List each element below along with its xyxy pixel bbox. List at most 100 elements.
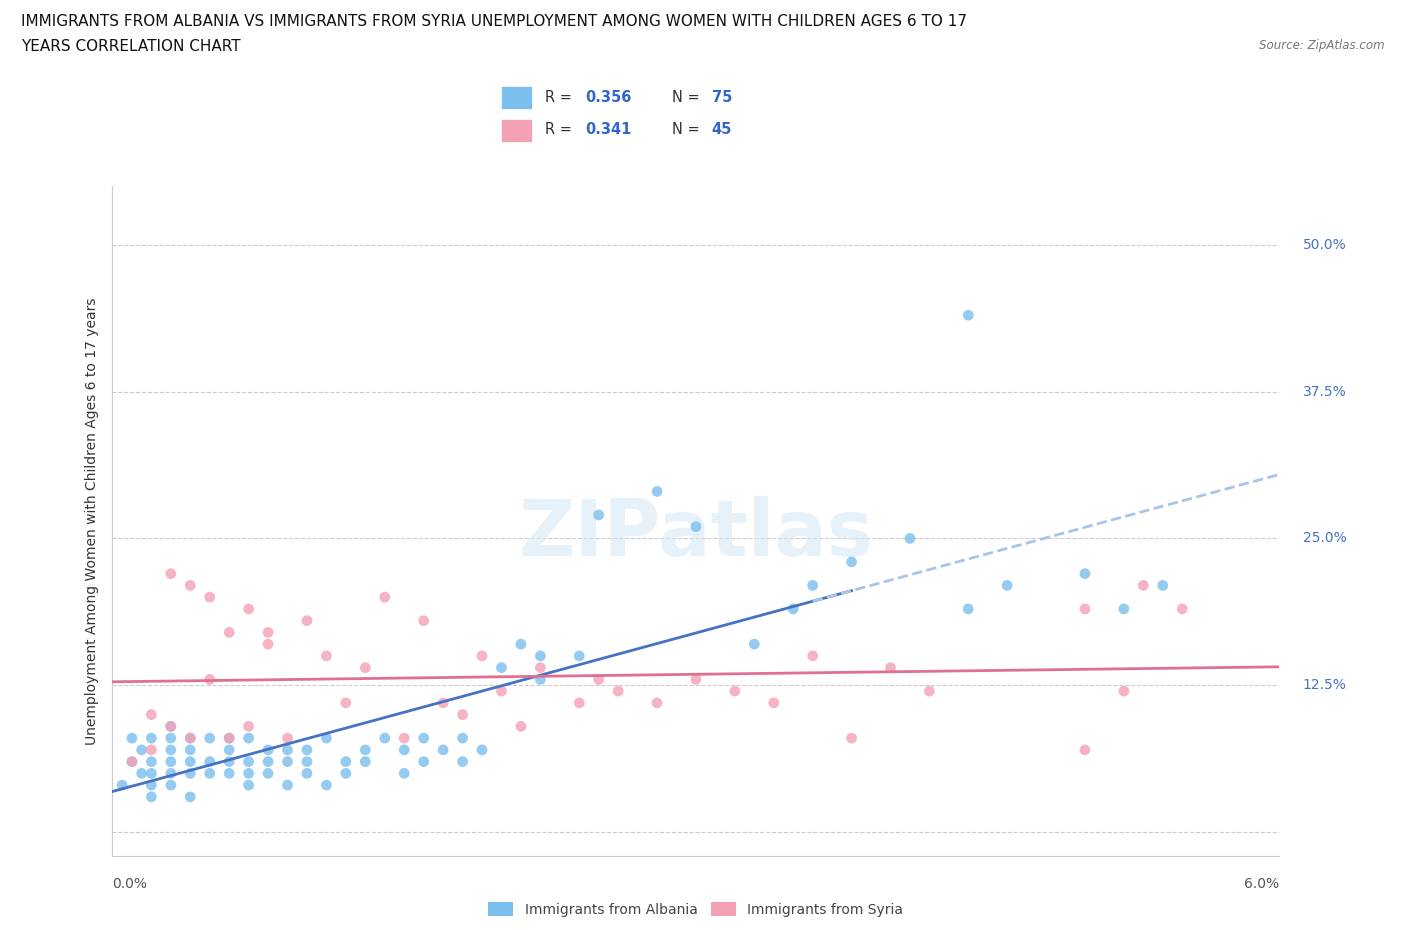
Point [491, 684, 513, 698]
Point [131, 766, 153, 781]
Point [529, 660, 551, 675]
Point [451, 754, 474, 769]
Text: 45: 45 [711, 123, 733, 138]
Point [315, 731, 337, 746]
Point [141, 731, 163, 746]
Point [295, 766, 318, 781]
Point [392, 742, 416, 757]
Point [471, 648, 494, 663]
Point [354, 754, 377, 769]
Point [957, 308, 980, 323]
Point [1132, 578, 1154, 592]
Point [160, 731, 183, 746]
Point [276, 742, 298, 757]
Point [451, 731, 474, 746]
Point [257, 754, 280, 769]
Text: R =: R = [544, 123, 576, 138]
Point [218, 754, 240, 769]
Text: 75: 75 [711, 89, 733, 105]
Point [1074, 602, 1097, 617]
Point [801, 578, 824, 592]
Y-axis label: Unemployment Among Women with Children Ages 6 to 17 years: Unemployment Among Women with Children A… [86, 297, 100, 745]
Point [257, 625, 280, 640]
Point [198, 754, 221, 769]
Point [392, 731, 416, 746]
Point [1074, 742, 1097, 757]
Text: 0.356: 0.356 [585, 89, 631, 105]
Text: N =: N = [672, 123, 704, 138]
Text: 25.0%: 25.0% [1303, 531, 1347, 545]
Point [354, 742, 377, 757]
Point [645, 484, 668, 498]
Text: 37.5%: 37.5% [1303, 385, 1347, 399]
Point [374, 731, 396, 746]
Point [257, 637, 280, 652]
Text: ZIPatlas: ZIPatlas [519, 497, 873, 572]
Point [141, 707, 163, 722]
Point [160, 754, 183, 769]
Point [238, 754, 260, 769]
Text: R =: R = [544, 89, 576, 105]
Text: 6.0%: 6.0% [1244, 877, 1279, 891]
Text: IMMIGRANTS FROM ALBANIA VS IMMIGRANTS FROM SYRIA UNEMPLOYMENT AMONG WOMEN WITH C: IMMIGRANTS FROM ALBANIA VS IMMIGRANTS FR… [21, 14, 967, 29]
Point [121, 754, 143, 769]
Point [238, 719, 260, 734]
Point [238, 777, 260, 792]
Point [218, 625, 240, 640]
Text: 0.0%: 0.0% [112, 877, 148, 891]
Point [841, 731, 863, 746]
FancyBboxPatch shape [502, 119, 533, 142]
Point [801, 648, 824, 663]
Point [257, 766, 280, 781]
Point [141, 754, 163, 769]
Text: 12.5%: 12.5% [1303, 678, 1347, 692]
Point [529, 648, 551, 663]
Point [179, 754, 201, 769]
Point [198, 766, 221, 781]
Point [218, 766, 240, 781]
Point [568, 696, 591, 711]
Point [111, 777, 134, 792]
Point [685, 519, 707, 534]
Point [879, 660, 901, 675]
Point [276, 777, 298, 792]
Point [295, 742, 318, 757]
FancyBboxPatch shape [502, 86, 533, 109]
Point [160, 566, 183, 581]
Point [179, 731, 201, 746]
Point [491, 660, 513, 675]
Point [218, 731, 240, 746]
Point [179, 731, 201, 746]
Point [218, 731, 240, 746]
Point [335, 766, 357, 781]
Point [685, 672, 707, 687]
Point [412, 754, 434, 769]
Point [1112, 684, 1135, 698]
Point [607, 684, 630, 698]
Point [374, 590, 396, 604]
Point [160, 719, 183, 734]
Point [160, 766, 183, 781]
Point [295, 754, 318, 769]
Point [276, 754, 298, 769]
Point [160, 719, 183, 734]
Point [898, 531, 921, 546]
Point [568, 648, 591, 663]
Point [1152, 578, 1174, 592]
Point [179, 578, 201, 592]
Point [412, 731, 434, 746]
Point [412, 613, 434, 628]
Point [392, 766, 416, 781]
Point [160, 777, 183, 792]
Text: 0.341: 0.341 [585, 123, 631, 138]
Point [276, 731, 298, 746]
Point [742, 637, 765, 652]
Point [645, 696, 668, 711]
Point [257, 742, 280, 757]
Point [588, 672, 610, 687]
Point [509, 719, 531, 734]
Point [198, 590, 221, 604]
Legend: Immigrants from Albania, Immigrants from Syria: Immigrants from Albania, Immigrants from… [482, 897, 910, 923]
Point [131, 742, 153, 757]
Point [238, 731, 260, 746]
